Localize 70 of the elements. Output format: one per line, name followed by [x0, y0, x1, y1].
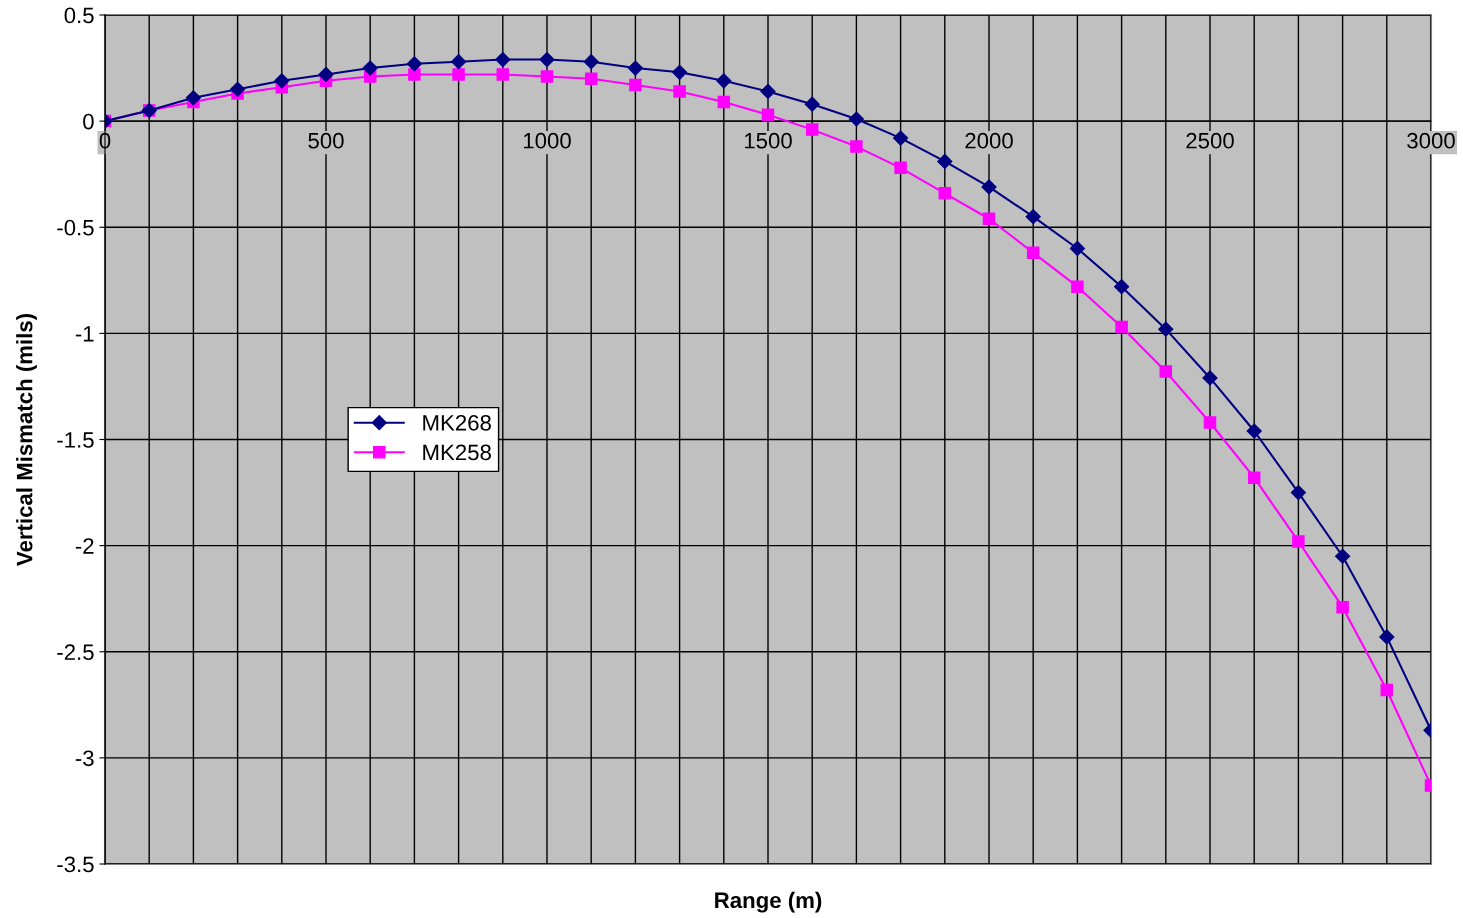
legend-label: MK268: [423, 414, 491, 431]
point: [938, 187, 952, 200]
point: [850, 140, 863, 153]
point: [1379, 629, 1395, 645]
point: [893, 130, 909, 146]
point: [408, 68, 421, 81]
point: [716, 73, 732, 89]
point: [1158, 321, 1174, 337]
point: [1290, 484, 1306, 501]
point: [672, 64, 688, 80]
point: [717, 95, 731, 109]
point: [760, 83, 776, 99]
point: [804, 96, 820, 112]
point: [274, 73, 290, 89]
point: [1247, 471, 1261, 484]
point: [1203, 416, 1217, 429]
point: [1115, 320, 1128, 334]
point: [1114, 279, 1130, 295]
point: [1246, 423, 1262, 439]
point: [805, 123, 819, 136]
point: [673, 85, 686, 98]
point: [1202, 370, 1218, 386]
point: [1292, 535, 1305, 548]
y-tick-label: -3.5: [57, 856, 94, 873]
y-axis-title: Vertical Mismatch (mils): [16, 314, 37, 566]
point: [1335, 548, 1351, 564]
point: [937, 153, 953, 170]
point: [1071, 280, 1084, 293]
x-tick-label: 2000: [965, 132, 1013, 149]
y-tick-label: 0: [83, 113, 94, 130]
point: [1380, 683, 1394, 697]
point: [495, 52, 511, 68]
point: [230, 81, 246, 97]
y-tick-label: -1.5: [57, 432, 94, 448]
point: [981, 179, 997, 195]
y-tick-label: -2: [75, 538, 94, 554]
y-tick-label: -1: [75, 326, 94, 342]
y-tick-label: 0.5: [64, 7, 94, 24]
x-axis-title: Range (m): [715, 891, 822, 913]
point: [362, 60, 378, 76]
point: [761, 108, 775, 122]
point: [1336, 600, 1349, 614]
point: [451, 54, 467, 70]
x-tick-label: 3000: [1407, 132, 1455, 149]
point: [496, 68, 510, 81]
point: [318, 66, 334, 82]
point: [406, 56, 422, 72]
x-tick-label: 1500: [744, 132, 792, 149]
point: [627, 60, 643, 76]
point: [583, 54, 599, 70]
point: [894, 161, 907, 175]
point: [584, 72, 598, 85]
y-tick-label: -2.5: [57, 644, 94, 661]
x-tick-label: 1000: [523, 132, 571, 149]
y-tick-label: -3: [75, 750, 94, 767]
y-tick-label: -0.5: [57, 219, 94, 236]
point: [629, 78, 642, 92]
point: [982, 212, 996, 226]
point: [1069, 240, 1085, 257]
point: [1159, 365, 1173, 378]
point: [452, 68, 465, 81]
point: [1025, 209, 1041, 225]
x-tick-label: 2500: [1186, 132, 1234, 149]
point: [539, 52, 555, 68]
point: [540, 70, 554, 83]
point: [848, 111, 864, 127]
legend-label: MK258: [423, 444, 491, 461]
x-tick-label: 500: [308, 132, 344, 149]
point: [1026, 246, 1040, 259]
point: [185, 90, 201, 106]
